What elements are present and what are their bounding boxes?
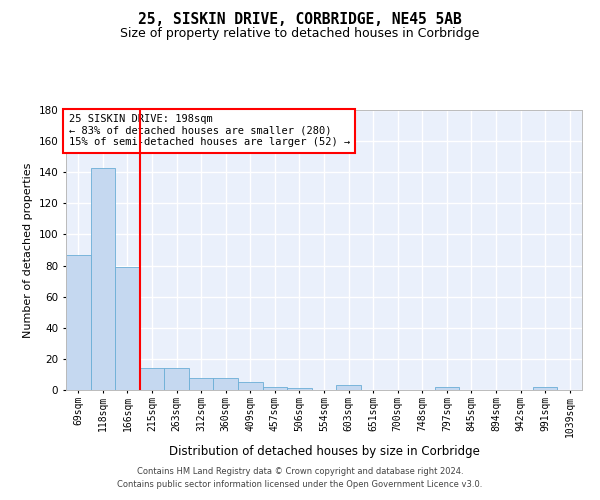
Bar xyxy=(336,386,361,390)
Bar xyxy=(263,387,287,390)
Text: Size of property relative to detached houses in Corbridge: Size of property relative to detached ho… xyxy=(121,28,479,40)
Text: Contains HM Land Registry data © Crown copyright and database right 2024.: Contains HM Land Registry data © Crown c… xyxy=(137,467,463,476)
Bar xyxy=(91,168,115,390)
Text: 25, SISKIN DRIVE, CORBRIDGE, NE45 5AB: 25, SISKIN DRIVE, CORBRIDGE, NE45 5AB xyxy=(138,12,462,28)
Bar xyxy=(287,388,312,390)
Y-axis label: Number of detached properties: Number of detached properties xyxy=(23,162,33,338)
Text: Contains public sector information licensed under the Open Government Licence v3: Contains public sector information licen… xyxy=(118,480,482,489)
Bar xyxy=(140,368,164,390)
X-axis label: Distribution of detached houses by size in Corbridge: Distribution of detached houses by size … xyxy=(169,445,479,458)
Bar xyxy=(66,254,91,390)
Bar xyxy=(434,387,459,390)
Bar xyxy=(238,382,263,390)
Bar xyxy=(214,378,238,390)
Bar xyxy=(189,378,214,390)
Bar xyxy=(164,368,189,390)
Text: 25 SISKIN DRIVE: 198sqm
← 83% of detached houses are smaller (280)
15% of semi-d: 25 SISKIN DRIVE: 198sqm ← 83% of detache… xyxy=(68,114,350,148)
Bar xyxy=(115,267,140,390)
Bar xyxy=(533,387,557,390)
